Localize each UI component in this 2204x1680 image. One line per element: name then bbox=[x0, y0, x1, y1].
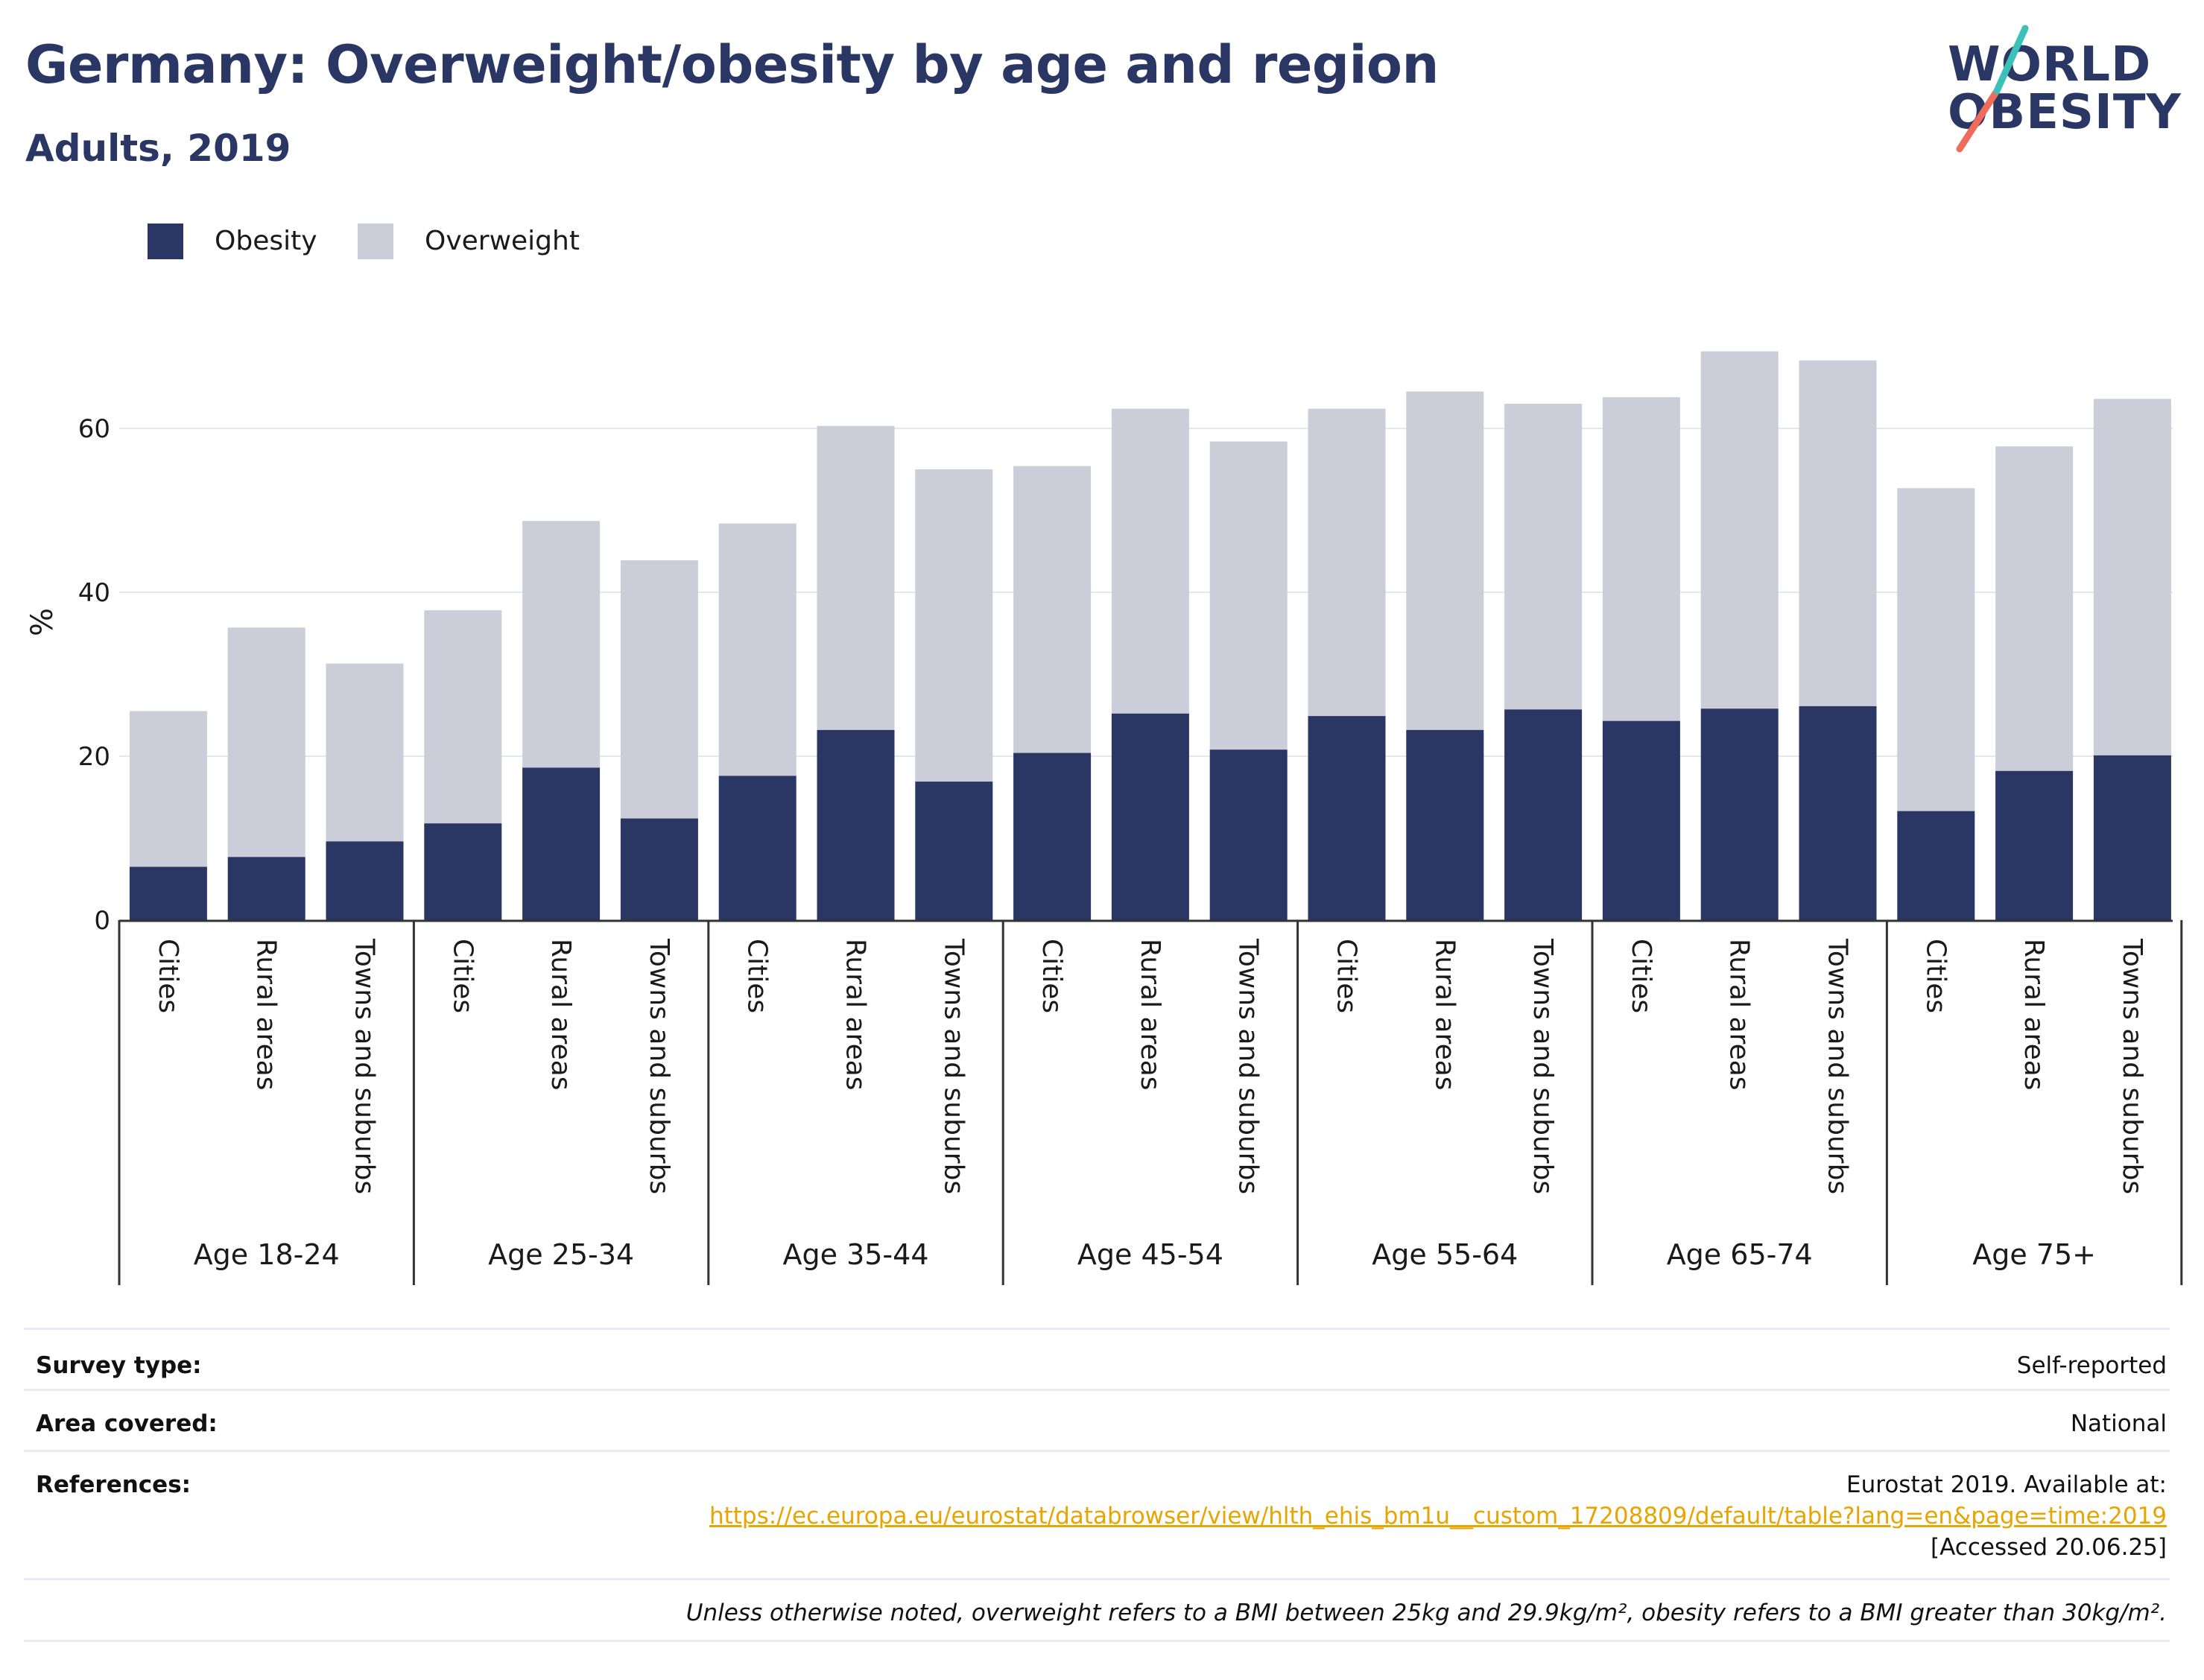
x-tick-label: Towns and suburbs bbox=[2117, 938, 2147, 1194]
y-axis-label: % bbox=[25, 608, 60, 636]
bar-overweight bbox=[326, 663, 404, 842]
info-row-area: Area covered: National bbox=[24, 1389, 2170, 1451]
bar-overweight bbox=[620, 560, 698, 819]
x-tick-label: Towns and suburbs bbox=[1527, 938, 1558, 1194]
bar-overweight bbox=[1209, 441, 1288, 750]
bar-overweight bbox=[718, 523, 797, 776]
bar-overweight bbox=[522, 521, 601, 768]
bar-overweight bbox=[915, 469, 993, 782]
y-tick-label: 20 bbox=[78, 742, 110, 772]
bar-obesity bbox=[1897, 811, 1975, 920]
group-label: Age 45-54 bbox=[1077, 1238, 1223, 1271]
x-tick-label: Cities bbox=[742, 939, 773, 1013]
bar-overweight bbox=[1013, 466, 1092, 753]
x-tick-label: Towns and suburbs bbox=[1233, 938, 1264, 1194]
bar-obesity bbox=[1209, 749, 1288, 920]
x-tick-label: Cities bbox=[1626, 939, 1656, 1013]
bar-obesity bbox=[915, 782, 993, 920]
bar-overweight bbox=[1602, 397, 1680, 721]
bar-obesity bbox=[817, 729, 895, 920]
bar-obesity bbox=[2093, 755, 2171, 920]
bar-obesity bbox=[424, 823, 502, 920]
bar-obesity bbox=[1700, 709, 1779, 920]
legend-swatch-overweight bbox=[358, 224, 393, 259]
info-row-references: References: Eurostat 2019. Available at:… bbox=[24, 1450, 2170, 1579]
bar-obesity bbox=[620, 818, 698, 920]
bar-overweight bbox=[1308, 408, 1386, 717]
bar-obesity bbox=[227, 857, 305, 920]
legend-swatch-obesity bbox=[148, 224, 183, 259]
x-tick-label: Rural areas bbox=[1429, 939, 1460, 1091]
logo-line-1: WORLD bbox=[1948, 37, 2152, 92]
bar-obesity bbox=[326, 841, 404, 920]
references-line-1: Eurostat 2019. Available at: bbox=[1846, 1471, 2167, 1498]
bar-obesity bbox=[1013, 752, 1092, 920]
bar-obesity bbox=[1406, 729, 1484, 920]
bar-overweight bbox=[1799, 360, 1877, 706]
x-tick-label: Towns and suburbs bbox=[1823, 938, 1853, 1194]
x-tick-label: Towns and suburbs bbox=[644, 938, 674, 1194]
survey-type-label: Survey type: bbox=[36, 1352, 202, 1379]
info-row-note: Unless otherwise noted, overweight refer… bbox=[24, 1578, 2170, 1642]
y-tick-label: 40 bbox=[78, 578, 110, 608]
x-tick-label: Cities bbox=[1331, 939, 1362, 1013]
world-obesity-logo: WORLD OBESITY bbox=[1937, 22, 2191, 156]
logo-slash-icon bbox=[1956, 25, 2029, 153]
legend-label-overweight: Overweight bbox=[425, 226, 580, 256]
x-tick-label: Towns and suburbs bbox=[938, 938, 969, 1194]
bar-obesity bbox=[1602, 720, 1680, 920]
bar-overweight bbox=[1700, 351, 1779, 709]
x-tick-label: Rural areas bbox=[1135, 939, 1165, 1091]
definition-note: Unless otherwise noted, overweight refer… bbox=[685, 1600, 2167, 1626]
x-tick-label: Rural areas bbox=[840, 939, 871, 1091]
bar-overweight bbox=[1995, 446, 2074, 771]
x-tick-label: Cities bbox=[1036, 939, 1067, 1013]
x-tick-label: Cities bbox=[447, 939, 478, 1013]
x-tick-label: Towns and suburbs bbox=[349, 938, 380, 1194]
x-tick-label: Rural areas bbox=[1724, 939, 1755, 1091]
bar-overweight bbox=[227, 627, 305, 858]
group-label: Age 65-74 bbox=[1667, 1238, 1813, 1271]
legend-label-obesity: Obesity bbox=[215, 226, 317, 256]
references-accessed: [Accessed 20.06.25] bbox=[1931, 1534, 2167, 1561]
page-title: Germany: Overweight/obesity by age and r… bbox=[25, 34, 1439, 95]
bar-obesity bbox=[718, 776, 797, 920]
bar-overweight bbox=[2093, 399, 2171, 755]
bar-obesity bbox=[1995, 770, 2074, 920]
info-row-survey-type: Survey type: Self-reported bbox=[24, 1328, 2170, 1389]
bar-obesity bbox=[1799, 706, 1877, 920]
bar-obesity bbox=[522, 767, 601, 920]
group-label: Age 55-64 bbox=[1372, 1238, 1518, 1271]
bar-obesity bbox=[1504, 709, 1583, 920]
bar-obesity bbox=[129, 866, 207, 920]
references-link[interactable]: https://ec.europa.eu/eurostat/databrowse… bbox=[709, 1503, 2167, 1530]
y-tick-label: 0 bbox=[94, 906, 110, 936]
x-tick-label: Rural areas bbox=[2018, 939, 2049, 1091]
page-subtitle: Adults, 2019 bbox=[25, 127, 291, 170]
area-covered-label: Area covered: bbox=[36, 1410, 218, 1437]
x-tick-label: Cities bbox=[1920, 939, 1951, 1013]
bar-overweight bbox=[817, 425, 895, 730]
bar-obesity bbox=[1111, 713, 1189, 920]
bar-overweight bbox=[1406, 391, 1484, 730]
bar-obesity bbox=[1308, 716, 1386, 920]
y-tick-label: 60 bbox=[78, 414, 110, 444]
group-label: Age 75+ bbox=[1972, 1238, 2096, 1271]
x-tick-label: Cities bbox=[153, 939, 183, 1013]
survey-type-value: Self-reported bbox=[2016, 1352, 2167, 1379]
group-label: Age 25-34 bbox=[488, 1238, 634, 1271]
bar-overweight bbox=[129, 711, 207, 867]
group-label: Age 18-24 bbox=[194, 1238, 340, 1271]
references-label: References: bbox=[36, 1471, 191, 1498]
group-label: Age 35-44 bbox=[783, 1238, 929, 1271]
bar-overweight bbox=[1504, 404, 1583, 710]
bar-overweight bbox=[424, 610, 502, 824]
x-tick-label: Rural areas bbox=[251, 939, 282, 1091]
bar-overweight bbox=[1111, 408, 1189, 714]
area-covered-value: National bbox=[2070, 1410, 2167, 1437]
x-tick-label: Rural areas bbox=[545, 939, 576, 1091]
stacked-bar-chart: 0 20 40 60% Cities Rural areas Towns and subur… bbox=[25, 351, 2183, 1285]
bar-overweight bbox=[1897, 488, 1975, 811]
